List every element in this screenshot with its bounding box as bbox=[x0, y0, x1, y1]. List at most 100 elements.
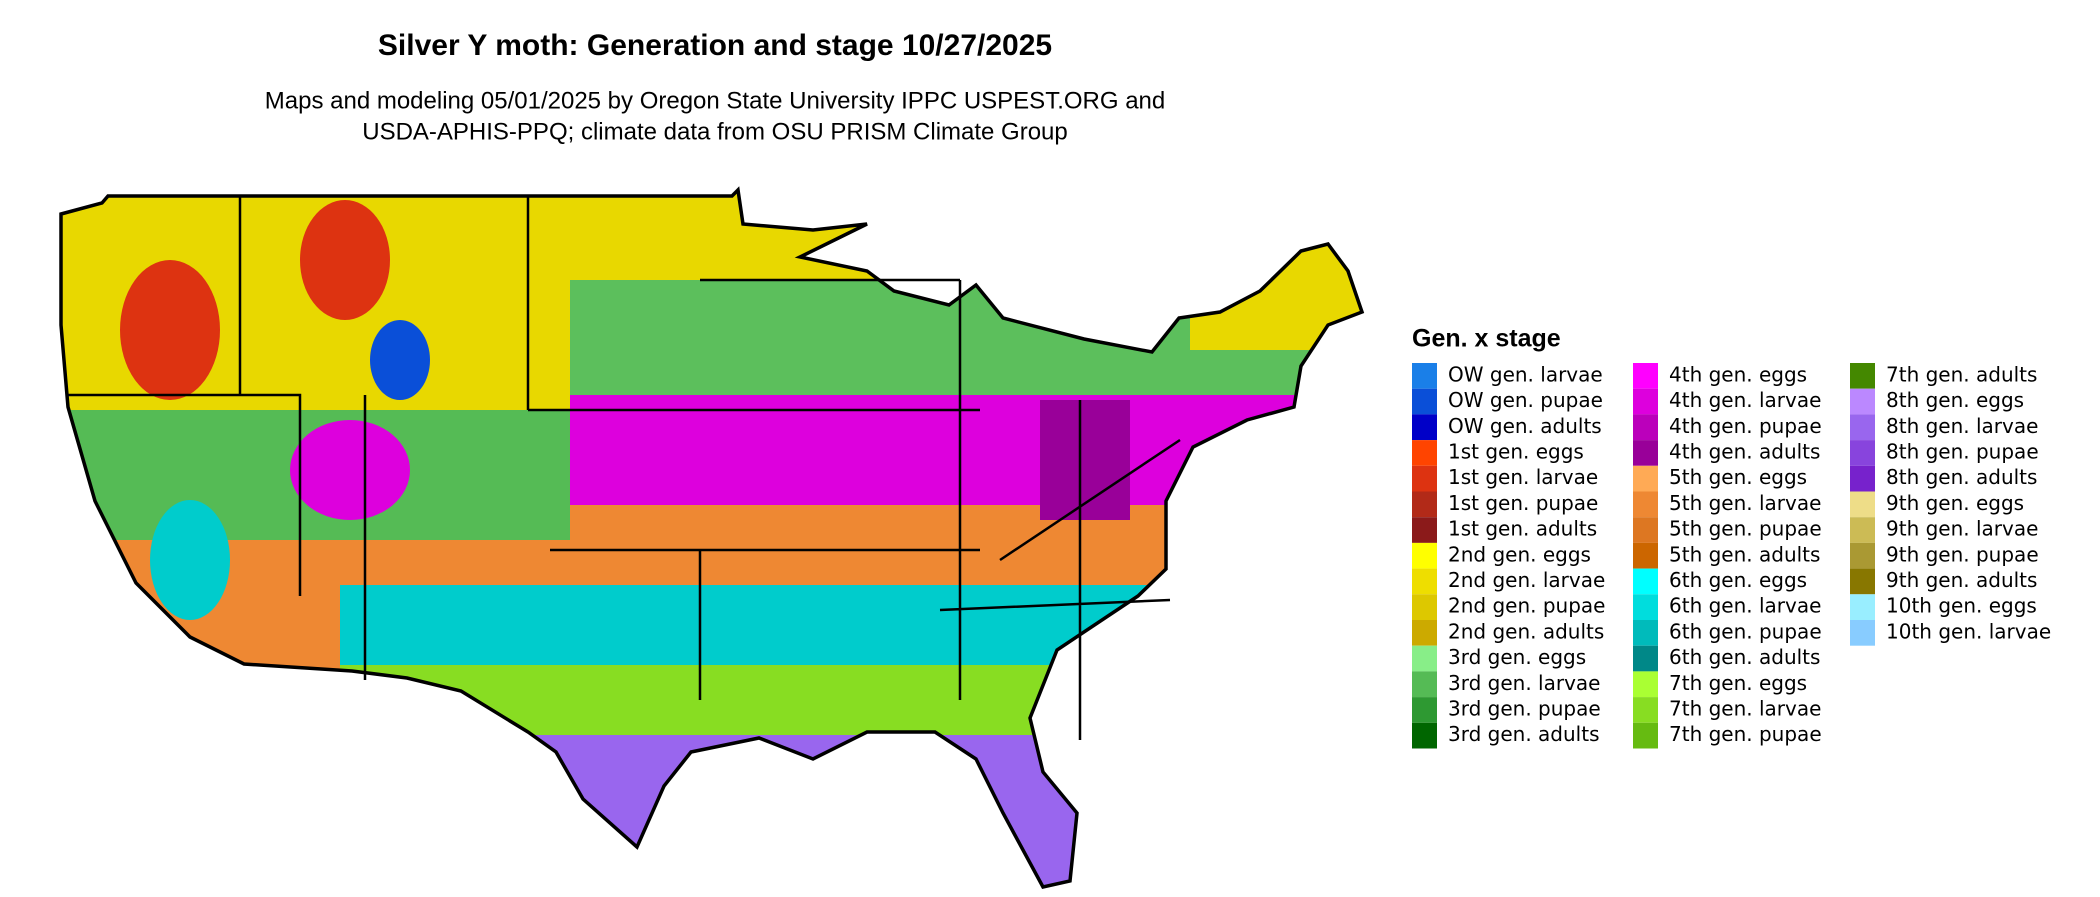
legend-swatch bbox=[1850, 363, 1875, 389]
legend-label: 4th gen. larvae bbox=[1669, 388, 1821, 412]
legend-swatch bbox=[1850, 465, 1875, 492]
legend-label: 4th gen. eggs bbox=[1669, 362, 1807, 386]
legend-label: 5th gen. adults bbox=[1669, 542, 1820, 566]
legend-label: 9th gen. larvae bbox=[1886, 517, 2038, 541]
region bbox=[61, 190, 570, 410]
legend-label: 7th gen. adults bbox=[1886, 362, 2037, 386]
region bbox=[1190, 190, 1362, 350]
legend-label: 6th gen. pupae bbox=[1669, 619, 1822, 643]
legend-label: 2nd gen. larvae bbox=[1448, 568, 1605, 592]
title: Silver Y moth: Generation and stage 10/2… bbox=[378, 29, 1052, 62]
legend-swatch bbox=[1633, 542, 1658, 569]
legend-label: 6th gen. adults bbox=[1669, 645, 1820, 669]
legend-swatch bbox=[1412, 414, 1437, 441]
region bbox=[300, 200, 390, 320]
legend-label: 8th gen. pupae bbox=[1886, 439, 2039, 463]
legend-swatch bbox=[1850, 491, 1875, 518]
legend-swatch bbox=[1633, 697, 1658, 723]
legend-label: 4th gen. pupae bbox=[1669, 414, 1822, 438]
legend-swatch bbox=[1412, 722, 1437, 749]
legend-swatch bbox=[1633, 722, 1658, 749]
legend-label: 10th gen. larvae bbox=[1886, 619, 2051, 643]
legend-swatch bbox=[1412, 465, 1437, 492]
legend-title: Gen. x stage bbox=[1412, 325, 1561, 353]
legend-swatch bbox=[1412, 517, 1437, 543]
legend-swatch bbox=[1412, 594, 1437, 620]
state-lines bbox=[68, 196, 1181, 740]
legend-label: 5th gen. larvae bbox=[1669, 491, 1821, 515]
legend-swatch bbox=[1412, 363, 1437, 389]
legend-label: 3rd gen. eggs bbox=[1448, 645, 1586, 669]
legend-swatch bbox=[1850, 568, 1875, 595]
legend-label: 3rd gen. larvae bbox=[1448, 671, 1600, 695]
legend-label: 5th gen. pupae bbox=[1669, 517, 1822, 541]
legend-swatch bbox=[1850, 594, 1875, 620]
legend-swatch bbox=[1633, 568, 1658, 595]
legend-swatch bbox=[1412, 671, 1437, 698]
legend-label: 1st gen. eggs bbox=[1448, 439, 1584, 463]
legend-label: 1st gen. pupae bbox=[1448, 491, 1598, 515]
legend-swatch bbox=[1412, 388, 1437, 415]
legend-label: 6th gen. larvae bbox=[1669, 594, 1821, 618]
legend-label: OW gen. pupae bbox=[1448, 388, 1603, 412]
legend-label: 9th gen. pupae bbox=[1886, 542, 2039, 566]
legend-swatch bbox=[1412, 645, 1437, 672]
legend-label: 2nd gen. pupae bbox=[1448, 594, 1605, 618]
legend-label: 3rd gen. pupae bbox=[1448, 696, 1601, 720]
map bbox=[61, 190, 1362, 887]
legend-label: 7th gen. pupae bbox=[1669, 722, 1822, 746]
legend-label: 1st gen. larvae bbox=[1448, 465, 1598, 489]
legend-label: 8th gen. eggs bbox=[1886, 388, 2024, 412]
legend-swatch bbox=[1850, 414, 1875, 441]
legend-label: 6th gen. eggs bbox=[1669, 568, 1807, 592]
region bbox=[150, 500, 230, 620]
legend-swatch bbox=[1412, 440, 1437, 466]
legend-label: 2nd gen. adults bbox=[1448, 619, 1604, 643]
legend-swatch bbox=[1633, 671, 1658, 698]
legend-swatch bbox=[1850, 542, 1875, 569]
legend-label: OW gen. larvae bbox=[1448, 362, 1603, 386]
legend-swatch bbox=[1412, 697, 1437, 723]
region bbox=[61, 735, 1362, 887]
region bbox=[290, 420, 410, 520]
legend-label: 8th gen. adults bbox=[1886, 465, 2037, 489]
legend-swatch bbox=[1633, 363, 1658, 389]
legend-swatch bbox=[1412, 568, 1437, 595]
region bbox=[1040, 400, 1130, 520]
legend-label: OW gen. adults bbox=[1448, 414, 1602, 438]
country-outline bbox=[59, 186, 1365, 889]
legend-swatch bbox=[1633, 414, 1658, 441]
legend-label: 10th gen. eggs bbox=[1886, 594, 2037, 618]
legend-swatch bbox=[1633, 594, 1658, 620]
region bbox=[370, 320, 430, 400]
legend-swatch bbox=[1633, 388, 1658, 415]
legend-swatch bbox=[1850, 620, 1875, 646]
legend-swatch bbox=[1633, 491, 1658, 518]
legend-swatch bbox=[1412, 491, 1437, 518]
subtitle: USDA-APHIS-PPQ; climate data from OSU PR… bbox=[362, 118, 1068, 145]
legend-swatch bbox=[1850, 517, 1875, 543]
legend-swatch bbox=[1412, 620, 1437, 646]
legend-label: 9th gen. adults bbox=[1886, 568, 2037, 592]
legend-label: 1st gen. adults bbox=[1448, 517, 1597, 541]
legend-label: 8th gen. larvae bbox=[1886, 414, 2038, 438]
legend-label: 3rd gen. adults bbox=[1448, 722, 1599, 746]
legend-label: 7th gen. eggs bbox=[1669, 671, 1807, 695]
subtitle: Maps and modeling 05/01/2025 by Oregon S… bbox=[265, 87, 1165, 114]
legend-swatch bbox=[1412, 542, 1437, 569]
legend-swatch bbox=[1633, 620, 1658, 646]
legend-label: 4th gen. adults bbox=[1669, 439, 1820, 463]
legend-label: 2nd gen. eggs bbox=[1448, 542, 1591, 566]
legend-label: 7th gen. larvae bbox=[1669, 696, 1821, 720]
legend-label: 5th gen. eggs bbox=[1669, 465, 1807, 489]
legend-swatch bbox=[1850, 440, 1875, 466]
legend-swatch bbox=[1633, 645, 1658, 672]
legend-swatch bbox=[1633, 517, 1658, 543]
legend-swatch bbox=[1633, 465, 1658, 492]
legend-label: 9th gen. eggs bbox=[1886, 491, 2024, 515]
region bbox=[120, 260, 220, 400]
legend-swatch bbox=[1633, 440, 1658, 466]
legend-swatch bbox=[1850, 388, 1875, 415]
